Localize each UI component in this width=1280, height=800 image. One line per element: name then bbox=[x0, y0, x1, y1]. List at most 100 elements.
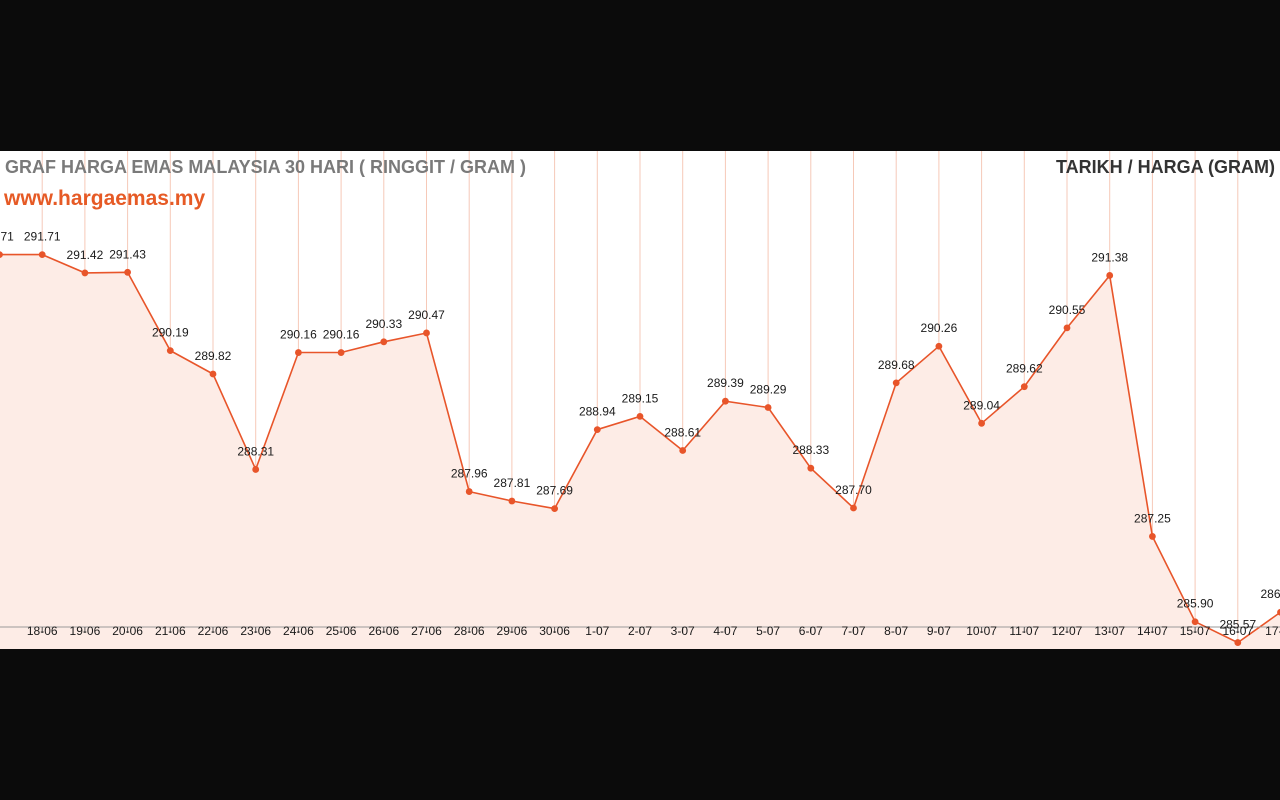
data-point bbox=[337, 349, 345, 356]
data-point bbox=[1277, 608, 1280, 616]
data-point bbox=[1020, 383, 1028, 391]
value-label: 291.42 bbox=[67, 248, 104, 262]
value-label: 290.16 bbox=[280, 328, 317, 342]
data-point bbox=[380, 338, 388, 346]
value-label: 291.38 bbox=[1091, 250, 1128, 264]
data-point bbox=[807, 464, 815, 472]
value-label: 287.96 bbox=[451, 467, 488, 481]
data-point bbox=[38, 251, 46, 258]
data-point bbox=[636, 412, 644, 420]
x-tick-label: 21-06 bbox=[155, 624, 186, 638]
value-labels: 71 291.71 291.42 291.43 290.19 289.82 288.31 29… bbox=[1, 230, 1280, 632]
data-point bbox=[166, 347, 174, 355]
x-tick-label: 5-07 bbox=[756, 624, 780, 638]
value-label: 289.68 bbox=[878, 358, 915, 372]
value-label: 286 bbox=[1261, 587, 1280, 601]
gold-price-chart: 18-06 19-06 20-06 21-06 22-06 23-06 24-06 25-06… bbox=[0, 151, 1280, 649]
data-point bbox=[1149, 533, 1156, 540]
data-point bbox=[1106, 272, 1114, 279]
value-label: 290.16 bbox=[323, 328, 360, 342]
x-tick-label: 2-07 bbox=[628, 624, 652, 638]
x-tick-label: 13-07 bbox=[1094, 624, 1125, 638]
data-points bbox=[0, 251, 1280, 646]
x-tick-label: 17-07 bbox=[1265, 624, 1280, 638]
x-tick-label: 8-07 bbox=[884, 624, 908, 638]
x-tick-label: 24-06 bbox=[283, 624, 314, 638]
value-label: 291.43 bbox=[109, 247, 146, 261]
x-tick-label: 12-07 bbox=[1052, 624, 1083, 638]
data-point bbox=[722, 397, 729, 405]
x-tick-label: 22-06 bbox=[198, 624, 229, 638]
x-tick-label: 7-07 bbox=[841, 624, 865, 638]
value-label: 291.71 bbox=[24, 230, 61, 244]
value-label: 290.47 bbox=[408, 308, 445, 322]
data-point bbox=[465, 488, 473, 495]
x-tick-label: 14-07 bbox=[1137, 624, 1168, 638]
x-tick-label: 18-06 bbox=[27, 624, 58, 638]
data-point bbox=[935, 342, 943, 350]
value-label: 289.62 bbox=[1006, 362, 1043, 376]
chart-title: GRAF HARGA EMAS MALAYSIA 30 HARI ( RINGG… bbox=[5, 157, 527, 177]
data-point bbox=[850, 504, 857, 512]
data-point bbox=[1063, 324, 1071, 332]
x-tick-label: 3-07 bbox=[671, 624, 695, 638]
x-tick-label: 9-07 bbox=[927, 624, 951, 638]
data-point bbox=[764, 404, 772, 411]
x-tick-label: 10-07 bbox=[966, 624, 997, 638]
value-label: 290.26 bbox=[921, 321, 958, 335]
x-tick-label: 6-07 bbox=[799, 624, 823, 638]
data-point bbox=[423, 329, 430, 337]
value-label: 289.29 bbox=[750, 383, 787, 397]
value-label: 287.81 bbox=[494, 476, 531, 490]
data-point bbox=[81, 269, 89, 277]
x-tick-label: 11-07 bbox=[1009, 624, 1039, 638]
data-point bbox=[978, 419, 985, 427]
data-point bbox=[508, 497, 516, 505]
x-axis-ticks: 18-06 19-06 20-06 21-06 22-06 23-06 24-06 25-06… bbox=[27, 624, 1280, 638]
data-point bbox=[295, 349, 302, 356]
value-label: 290.19 bbox=[152, 326, 189, 340]
value-label: 71 bbox=[1, 230, 15, 244]
x-tick-label: 26-06 bbox=[368, 624, 399, 638]
axis-legend-label: TARIKH / HARGA (GRAM) bbox=[1056, 157, 1275, 177]
value-label: 290.55 bbox=[1049, 303, 1086, 317]
x-tick-label: 1-07 bbox=[585, 624, 609, 638]
data-point bbox=[593, 426, 601, 434]
value-label: 285.90 bbox=[1177, 597, 1214, 611]
x-tick-label: 23-06 bbox=[240, 624, 271, 638]
data-point bbox=[209, 370, 217, 378]
value-label: 290.33 bbox=[365, 317, 402, 331]
data-point bbox=[252, 466, 260, 473]
value-label: 287.69 bbox=[536, 484, 573, 498]
value-label: 288.33 bbox=[792, 443, 829, 457]
data-point bbox=[892, 379, 900, 387]
data-point bbox=[679, 447, 687, 454]
value-label: 285.57 bbox=[1219, 618, 1256, 632]
value-label: 287.70 bbox=[835, 483, 872, 497]
x-tick-label: 25-06 bbox=[326, 624, 357, 638]
x-tick-label: 15-07 bbox=[1180, 624, 1211, 638]
value-label: 288.94 bbox=[579, 405, 616, 419]
value-label: 289.82 bbox=[195, 349, 232, 363]
value-label: 289.04 bbox=[963, 398, 1000, 412]
x-tick-label: 29-06 bbox=[497, 624, 528, 638]
data-point bbox=[1234, 639, 1242, 646]
x-tick-label: 27-06 bbox=[411, 624, 442, 638]
x-tick-label: 19-06 bbox=[70, 624, 101, 638]
x-tick-label: 4-07 bbox=[713, 624, 737, 638]
value-label: 289.39 bbox=[707, 376, 744, 390]
x-tick-label: 28-06 bbox=[454, 624, 485, 638]
x-tick-label: 30-06 bbox=[539, 624, 570, 638]
x-tick-label: 20-06 bbox=[112, 624, 143, 638]
value-label: 288.31 bbox=[237, 444, 274, 458]
data-point bbox=[124, 268, 131, 276]
data-point bbox=[1191, 618, 1199, 626]
value-label: 288.61 bbox=[664, 425, 701, 439]
site-watermark: www.hargaemas.my bbox=[4, 187, 206, 210]
value-label: 289.15 bbox=[622, 391, 659, 405]
value-label: 287.25 bbox=[1134, 511, 1171, 525]
chart-panel: 18-06 19-06 20-06 21-06 22-06 23-06 24-06 25-06… bbox=[0, 151, 1280, 649]
data-point bbox=[0, 251, 3, 258]
data-point bbox=[551, 505, 558, 513]
x-tick-label: 16-07 bbox=[1222, 624, 1253, 638]
